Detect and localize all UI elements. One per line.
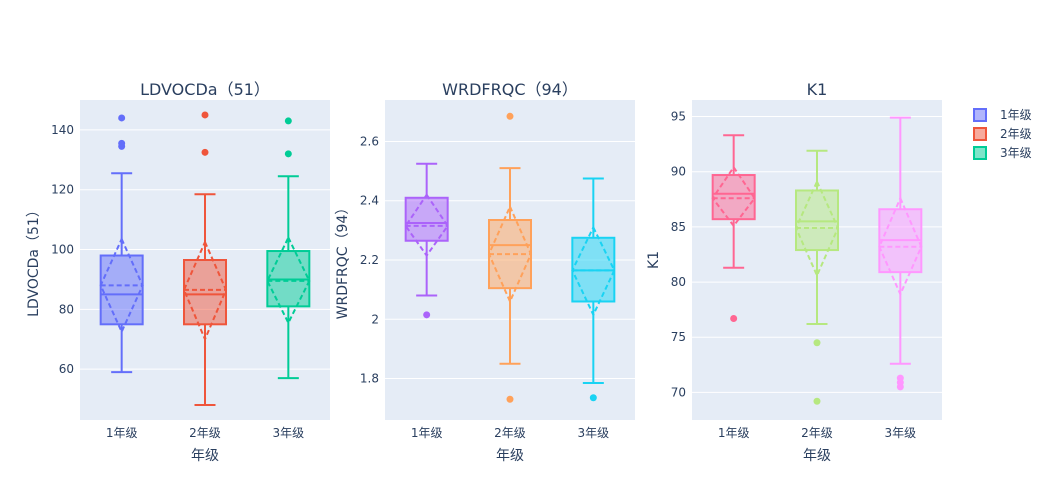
sd-diamond [404, 193, 449, 258]
x-tick-label: 1年级 [106, 426, 138, 440]
y-tick-label: 80 [59, 302, 74, 316]
x-tick-label: 2年级 [189, 426, 221, 440]
box-3 [266, 117, 311, 380]
outlier-point [730, 314, 738, 322]
y-axis-label: LDVOCDa（51） [26, 203, 42, 317]
subplot-1: 60 80 100 120 140 1年级 2年级 3年级 LDVOCDa（51） 年级 LDVOC… [26, 80, 330, 464]
box-2 [182, 111, 228, 407]
y-tick-label: 80 [671, 275, 686, 289]
subplot-3: 70 75 80 85 90 95 1年级 2年级 3年级 K1 年级 K1 [646, 80, 942, 464]
y-tick-label: 85 [671, 220, 686, 234]
sd-diamond [571, 225, 616, 318]
box-3 [878, 116, 923, 391]
y-tick-label: 2.4 [360, 194, 379, 208]
legend-label: 2年级 [1000, 127, 1032, 141]
box-body [711, 174, 756, 221]
outlier-point [118, 139, 126, 147]
box-body [795, 189, 839, 252]
legend-swatch [973, 127, 987, 141]
box-1 [711, 134, 756, 322]
legend-label: 3年级 [1000, 146, 1032, 160]
box-body [183, 259, 227, 326]
legend: 1年级 2年级 3年级 [973, 108, 1032, 160]
outlier-point [423, 311, 431, 319]
y-tick-label: 90 [671, 165, 686, 179]
box-body [99, 254, 144, 326]
x-axis-label: 年级 [191, 448, 219, 464]
x-tick-label: 3年级 [273, 426, 305, 440]
y-tick-label: 2.6 [360, 134, 379, 148]
legend-swatch [973, 108, 987, 122]
sd-diamond [99, 236, 144, 335]
y-tick-label: 75 [671, 330, 686, 344]
y-tick-label: 120 [51, 183, 74, 197]
legend-swatch [973, 146, 987, 160]
legend-label: 1年级 [1000, 108, 1032, 122]
y-tick-label: 60 [59, 362, 74, 376]
sd-diamond [794, 179, 840, 278]
sd-diamond [182, 239, 228, 342]
box-1 [99, 114, 144, 374]
outlier-point [201, 148, 209, 156]
sd-diamond [266, 235, 311, 326]
y-tick-label: 95 [671, 110, 686, 124]
subplot-title: LDVOCDa（51） [140, 80, 270, 99]
x-tick-label: 2年级 [801, 426, 833, 440]
outlier-point [813, 397, 821, 405]
outlier-point [201, 111, 209, 119]
subplot-title: WRDFRQC（94） [442, 80, 578, 99]
y-tick-label: 1.8 [360, 372, 379, 386]
outlier-point [589, 394, 597, 402]
sd-diamond [878, 195, 923, 297]
x-tick-label: 2年级 [494, 426, 526, 440]
subplot-title: K1 [807, 80, 828, 99]
y-tick-label: 2 [371, 312, 379, 326]
y-tick-label: 140 [51, 123, 74, 137]
x-tick-label: 1年级 [411, 426, 443, 440]
box-3 [571, 177, 616, 402]
x-tick-label: 1年级 [718, 426, 750, 440]
box-body [404, 196, 449, 242]
subplot-2: 1.8 2 2.2 2.4 2.6 1年级 2年级 3年级 WRDFRQC（94） 年级 WRDFR… [335, 80, 635, 464]
outlier-point [284, 150, 292, 158]
outlier-point [118, 114, 126, 122]
x-axis-label: 年级 [803, 448, 831, 464]
y-axis-label: K1 [646, 251, 662, 269]
y-tick-label: 2.2 [360, 253, 379, 267]
x-axis-label: 年级 [496, 448, 524, 464]
box-2 [794, 149, 840, 405]
outlier-point [506, 395, 514, 403]
y-axis-label: WRDFRQC（94） [335, 201, 351, 320]
box-1 [404, 162, 449, 319]
outlier-point [284, 117, 292, 125]
x-tick-label: 3年级 [578, 426, 610, 440]
sd-diamond [711, 165, 756, 228]
sd-diamond [487, 204, 533, 304]
y-tick-label: 100 [51, 243, 74, 257]
outlier-point [813, 339, 821, 347]
x-tick-label: 3年级 [885, 426, 917, 440]
outlier-point [896, 374, 904, 382]
outlier-point [506, 112, 514, 120]
y-tick-label: 70 [671, 385, 686, 399]
box-2 [487, 112, 533, 403]
